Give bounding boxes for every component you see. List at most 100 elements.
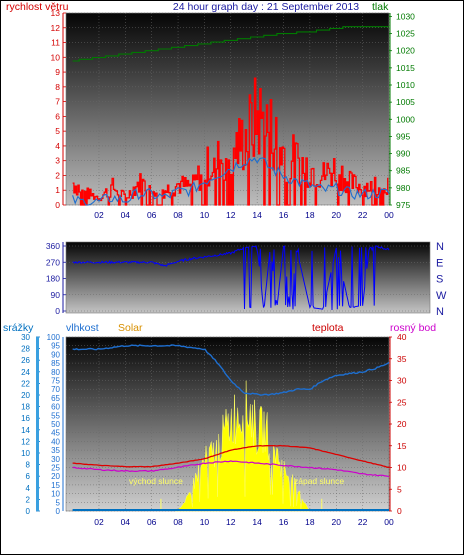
humidity-tick-label: 85: [51, 359, 60, 368]
pressure-label: tlak: [372, 1, 389, 13]
humidity-tick-label: 20: [51, 472, 60, 481]
humidity-tick-label: 35: [51, 446, 60, 455]
y-right-tick-label: 990: [396, 149, 410, 159]
rain-tick-label: 4: [26, 484, 31, 493]
rain-tick-label: 20: [21, 391, 30, 400]
rain-axis-bar: [36, 337, 39, 511]
humidity-tick-label: 80: [51, 368, 60, 377]
y-left-tick-label: 0: [55, 306, 60, 316]
temperature-series: [72, 444, 390, 468]
x-tick-label: 02: [94, 210, 104, 220]
x-tick-label: 12: [226, 517, 236, 527]
x-tick-label: 08: [173, 517, 183, 527]
humidity-tick-label: 40: [51, 437, 60, 446]
y-left-tick-label: 10: [51, 52, 61, 62]
rain-tick-label: 16: [21, 414, 30, 423]
x-tick-label: 10: [200, 210, 210, 220]
solar-label: Solar: [118, 322, 143, 334]
rain-tick-label: 28: [21, 345, 30, 354]
rain-tick-label: 10: [21, 449, 30, 458]
x-tick-label: 00: [384, 517, 394, 527]
sunset-annotation: západ slunce: [294, 476, 344, 486]
y-left-tick-label: 180: [46, 274, 60, 284]
humidity-tick-label: 60: [51, 403, 60, 412]
y-right-tick-label: 1025: [396, 29, 415, 39]
humidity-tick-label: 0: [56, 507, 61, 516]
x-tick-label: 06: [147, 517, 157, 527]
dewpoint-series: [72, 460, 390, 478]
compass-tick-label: S: [436, 274, 443, 286]
x-tick-label: 18: [305, 517, 315, 527]
x-tick-label: 12: [226, 210, 236, 220]
temperature-tick-label: 10: [397, 463, 407, 473]
x-tick-label: 16: [279, 210, 289, 220]
compass-tick-label: E: [436, 257, 443, 269]
wind-speed-label: rychlost větru: [6, 1, 69, 13]
rain-tick-label: 12: [21, 437, 30, 446]
rain-tick-label: 22: [21, 379, 30, 388]
x-tick-label: 22: [358, 210, 368, 220]
x-tick-label: 04: [121, 517, 131, 527]
rain-tick-label: 18: [21, 403, 30, 412]
compass-tick-label: N: [436, 306, 444, 318]
rain-tick-label: 0: [26, 507, 31, 516]
rain-tick-label: 26: [21, 356, 30, 365]
humidity-tick-label: 55: [51, 411, 60, 420]
temperature-tick-label: 20: [397, 419, 407, 429]
humidity-series: [72, 344, 390, 396]
x-tick-label: 02: [94, 517, 104, 527]
x-tick-label: 20: [332, 210, 342, 220]
y-left-tick-label: 8: [55, 82, 60, 92]
y-left-tick-label: 3: [55, 156, 60, 166]
y-right-tick-label: 1030: [396, 11, 415, 21]
wind-direction-marks: [72, 245, 390, 311]
temperature-tick-label: 30: [397, 376, 407, 386]
y-left-tick-label: 90: [51, 290, 61, 300]
y-left-tick-label: 7: [55, 97, 60, 107]
y-left-tick-label: 6: [55, 111, 60, 121]
y-left-tick-label: 12: [51, 23, 61, 33]
humidity-tick-label: 45: [51, 429, 60, 438]
x-tick-label: 10: [200, 517, 210, 527]
y-left-tick-label: 2: [55, 170, 60, 180]
humidity-tick-label: 10: [51, 490, 60, 499]
temperature-tick-label: 40: [397, 332, 407, 342]
y-right-tick-label: 1005: [396, 97, 415, 107]
wind-speed-series: [72, 77, 389, 206]
humidity-label: vlhkost: [66, 322, 99, 334]
rain-label: srážky: [3, 322, 34, 334]
x-tick-label: 16: [279, 517, 289, 527]
dewpoint-label: rosný bod: [390, 322, 436, 334]
chart-title: 24 hour graph day : 21 September 2013: [173, 1, 359, 13]
temperature-tick-label: 15: [397, 441, 407, 451]
humidity-tick-label: 65: [51, 394, 60, 403]
rain-tick-label: 6: [26, 472, 31, 481]
wind-direction-plot-area: [65, 241, 431, 314]
y-right-tick-label: 1010: [396, 80, 415, 90]
rain-tick-label: 24: [21, 368, 30, 377]
y-right-tick-label: 1000: [396, 114, 415, 124]
humidity-tick-label: 90: [51, 350, 60, 359]
humidity-tick-label: 70: [51, 385, 60, 394]
temperature-tick-label: 5: [397, 484, 402, 494]
y-right-tick-label: 985: [396, 166, 410, 176]
rain-tick-label: 30: [21, 333, 30, 342]
y-right-tick-label: 1020: [396, 46, 415, 56]
wind-average-series: [72, 157, 390, 206]
wind-pressure-axes: 0123456789101112139759809859909951000100…: [51, 8, 416, 220]
compass-tick-label: N: [436, 241, 444, 253]
wind-pressure-marks: [72, 26, 390, 206]
humidity-temperature-axes: 0510152025303540455055606570758085909510…: [21, 332, 407, 527]
y-right-tick-label: 975: [396, 200, 410, 210]
temperature-tick-label: 25: [397, 397, 407, 407]
x-tick-label: 18: [305, 210, 315, 220]
humidity-tick-label: 75: [51, 377, 60, 386]
humidity-tick-label: 50: [51, 420, 60, 429]
y-right-tick-label: 980: [396, 183, 410, 193]
temperature-label: teplota: [312, 322, 344, 334]
wind-pressure-grid: [66, 12, 390, 206]
x-tick-label: 22: [358, 517, 368, 527]
